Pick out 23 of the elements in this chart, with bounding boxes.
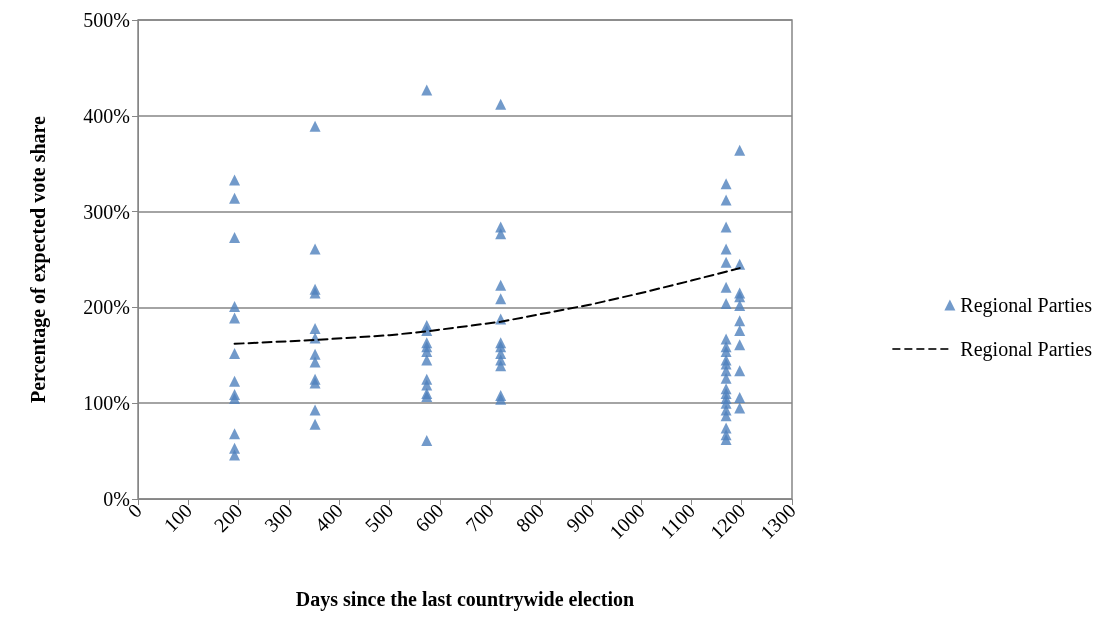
x-tick-label: 1200 <box>705 499 750 544</box>
x-tick-label: 1300 <box>755 499 800 544</box>
x-tick-label: 300 <box>259 499 297 536</box>
x-tick-label: 100 <box>159 499 197 536</box>
y-axis-title: Percentage of expected vote share <box>27 115 50 403</box>
x-tick-label: 1000 <box>605 499 649 544</box>
legend-label: Regional Parties <box>960 338 1093 361</box>
x-tick-label: 700 <box>461 499 498 536</box>
x-tick-label: 600 <box>410 499 448 536</box>
y-tick-label: 0% <box>103 488 130 510</box>
legend-label: Regional Parties <box>960 294 1093 317</box>
y-tick-label: 400% <box>83 104 130 127</box>
x-tick-label: 900 <box>561 499 599 536</box>
x-tick-label: 200 <box>209 499 247 536</box>
x-tick-label: 1100 <box>655 499 700 543</box>
y-tick-label: 300% <box>83 200 130 223</box>
x-tick-label: 400 <box>310 499 348 536</box>
y-tick-label: 500% <box>83 9 130 31</box>
y-tick-label: 100% <box>83 392 130 415</box>
x-tick-label: 800 <box>511 499 549 536</box>
x-axis-title: Days since the last countrywide election <box>295 588 635 611</box>
x-tick-label: 500 <box>360 499 398 536</box>
y-tick-label: 200% <box>83 296 130 319</box>
